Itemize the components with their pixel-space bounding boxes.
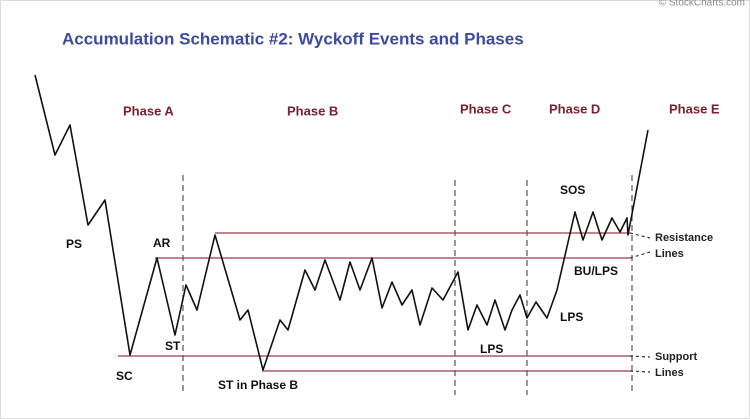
title: Accumulation Schematic #2: Wyckoff Event… bbox=[62, 29, 524, 48]
line-label: Lines bbox=[655, 367, 684, 379]
event-label: ST in Phase B bbox=[218, 378, 298, 392]
credit: © StockCharts.com bbox=[659, 0, 745, 9]
event-label: PS bbox=[66, 237, 82, 251]
event-label: ST bbox=[165, 339, 181, 353]
phase-label: Phase C bbox=[460, 101, 512, 116]
event-label: SOS bbox=[560, 183, 585, 197]
price-path bbox=[34, 74, 649, 371]
line-label: Lines bbox=[655, 248, 684, 260]
phase-label: Phase B bbox=[287, 103, 338, 118]
phase-label: Phase D bbox=[549, 101, 600, 116]
event-label: BU/LPS bbox=[574, 264, 618, 278]
event-label: LPS bbox=[480, 342, 503, 356]
phase-label: Phase A bbox=[123, 103, 174, 118]
event-label: SC bbox=[116, 369, 133, 383]
level-lines bbox=[118, 232, 630, 372]
phase-label: Phase E bbox=[669, 101, 720, 116]
line-label: Resistance bbox=[655, 232, 713, 244]
phase-dividers bbox=[182, 175, 633, 395]
line-label: Support bbox=[655, 351, 697, 363]
event-label: LPS bbox=[560, 310, 583, 324]
event-label: AR bbox=[153, 236, 171, 250]
